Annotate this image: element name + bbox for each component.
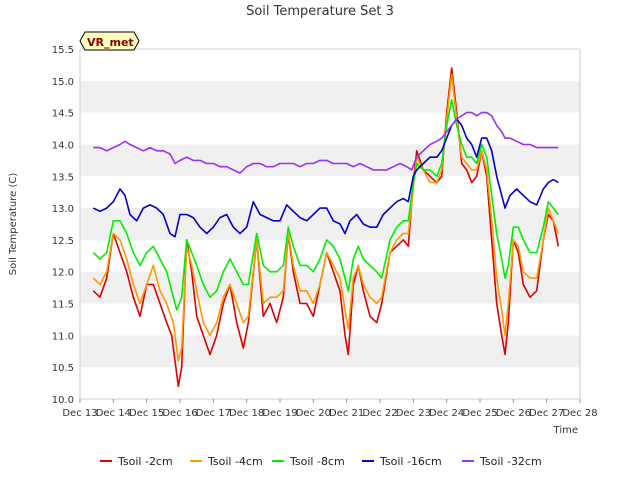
y-tick-label: 11.0 xyxy=(52,331,74,342)
x-tick-label: Dec 22 xyxy=(362,408,397,419)
y-axis-label: Soil Temperature (C) xyxy=(8,173,19,276)
plot-band xyxy=(80,176,580,209)
y-tick-label: 13.5 xyxy=(52,172,74,183)
y-tick-label: 14.0 xyxy=(52,140,74,151)
legend: Tsoil -2cm Tsoil -4cm Tsoil -8cm Tsoil -16c… xyxy=(100,455,542,468)
y-tick-label: 15.0 xyxy=(52,77,74,88)
plot-band xyxy=(80,335,580,368)
x-tick-label: Dec 15 xyxy=(129,408,164,419)
y-tick-label: 15.5 xyxy=(52,45,74,56)
plot-background-bands xyxy=(80,49,580,399)
y-tick-label: 13.0 xyxy=(52,204,74,215)
legend-label-tsoil-4cm: Tsoil -4cm xyxy=(207,455,263,468)
y-tick-label: 11.5 xyxy=(52,300,74,311)
legend-label-tsoil-2cm: Tsoil -2cm xyxy=(117,455,173,468)
station-badge-label: VR_met xyxy=(87,36,134,49)
series-line-tsoil-2cm xyxy=(92,67,560,388)
x-tick-label: Dec 16 xyxy=(162,408,197,419)
chart-title: Soil Temperature Set 3 xyxy=(246,4,394,19)
x-tick-label: Dec 28 xyxy=(562,408,597,419)
x-tick-label: Dec 21 xyxy=(329,408,364,419)
legend-label-tsoil-8cm: Tsoil -8cm xyxy=(289,455,345,468)
x-tick-label: Dec 18 xyxy=(229,408,264,419)
plot-band xyxy=(80,49,580,81)
y-tick-label: 12.0 xyxy=(52,268,74,279)
x-tick-label: Dec 17 xyxy=(196,408,231,419)
y-tick-label: 14.5 xyxy=(52,109,74,120)
x-tick-label: Dec 19 xyxy=(262,408,297,419)
plot-band xyxy=(80,112,580,145)
y-tick-label: 10.5 xyxy=(52,363,74,374)
x-axis-label: Time xyxy=(553,425,578,436)
station-badge-shape xyxy=(79,31,140,51)
y-tick-label: 12.5 xyxy=(52,236,74,247)
x-tick-label: Dec 25 xyxy=(462,408,497,419)
series-line-tsoil-16cm xyxy=(92,118,559,238)
plot-area xyxy=(79,48,581,400)
plot-band xyxy=(80,239,580,272)
series-line-tsoil-8cm xyxy=(92,99,559,311)
series-line-tsoil-4cm xyxy=(92,73,560,362)
x-tick-label: Dec 24 xyxy=(429,408,464,419)
y-axis: 10.0 10.5 11.0 11.5 12.0 12.5 13.0 13.5 14.0 14.5… xyxy=(52,45,74,406)
series-line-tsoil-32cm xyxy=(93,111,559,174)
y-tick-label: 10.0 xyxy=(52,395,74,406)
x-tick-label: Dec 13 xyxy=(62,408,97,419)
plot-band xyxy=(80,80,580,113)
x-tick-label: Dec 23 xyxy=(396,408,431,419)
series-lines xyxy=(92,67,560,388)
legend-label-tsoil-16cm: Tsoil -16cm xyxy=(379,455,442,468)
x-tick-label: Dec 27 xyxy=(529,408,564,419)
x-tick-label: Dec 14 xyxy=(96,408,131,419)
x-tick-label: Dec 26 xyxy=(496,408,531,419)
x-tick-label: Dec 20 xyxy=(296,408,331,419)
station-badge: VR_met xyxy=(79,31,140,51)
plot-band xyxy=(80,303,580,336)
plot-band xyxy=(80,144,580,177)
plot-band xyxy=(80,367,580,399)
legend-label-tsoil-32cm: Tsoil -32cm xyxy=(479,455,542,468)
